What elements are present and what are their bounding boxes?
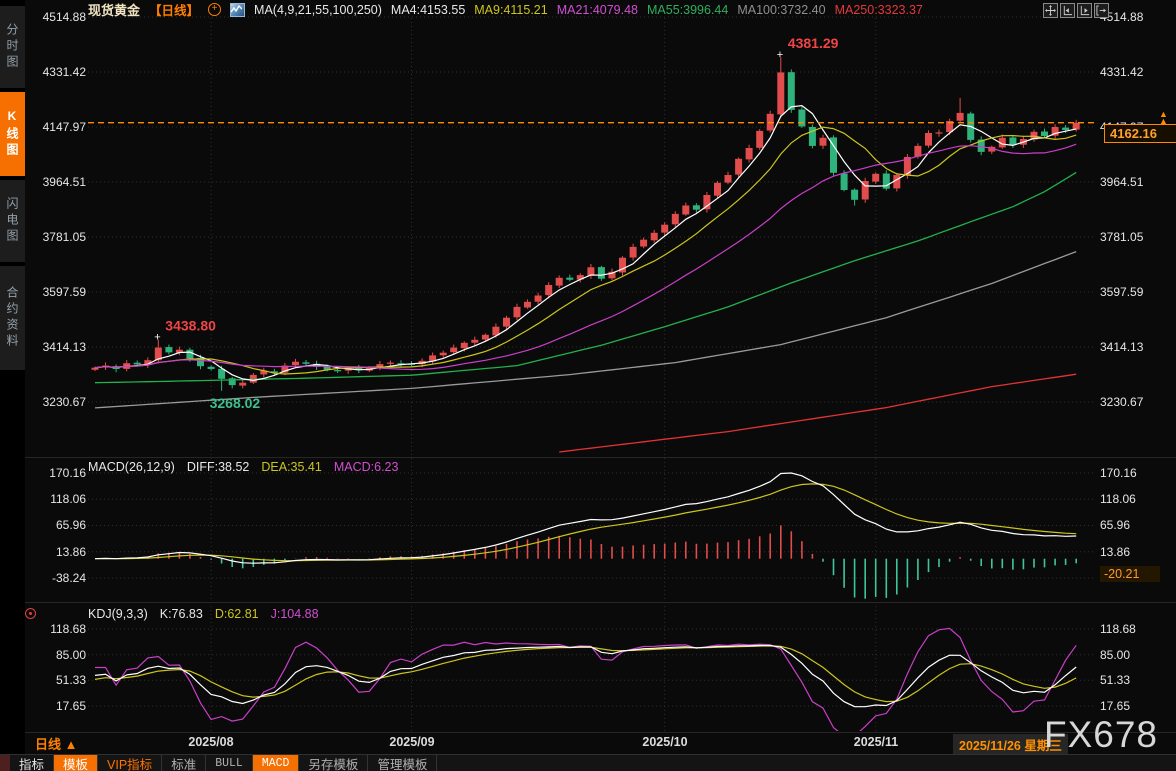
toolbar-item-macd[interactable]: MACD [252,755,300,771]
axis-tick-label: 3230.67 [1100,395,1144,409]
axis-tick-label: 17.65 [1100,699,1131,713]
kdj-d-value: D:62.81 [214,607,259,621]
macd-panel-header: MACD(26,12,9) DIFF:38.52 DEA:35.41 MACD:… [88,460,398,474]
toolbar-corner-accent [0,755,10,771]
period-tag[interactable]: 【日线】 [149,4,200,18]
symbol-title: 现货黄金 [88,3,141,18]
ma21-value: MA21:4079.48 [556,2,639,17]
pan-icon[interactable] [1043,3,1058,18]
svg-text:3268.02: 3268.02 [210,395,261,411]
sidebar-tab-timeline[interactable]: 分时图 [0,6,25,88]
axis-tick-label: 4514.88 [42,10,86,24]
kdj-settings-icon[interactable] [25,608,36,619]
axis-tick-label: 4514.88 [1100,10,1144,24]
ma55-value: MA55:3996.44 [647,2,729,17]
macd-dea-value: DEA:35.41 [261,460,322,474]
svg-text:+: + [777,49,783,61]
svg-text:3438.80: 3438.80 [165,318,216,334]
axis-tick-label: 3597.59 [42,285,86,299]
sidebar: 分时图 K线图 闪电图 合约资料 [0,0,25,771]
axis-tick-label: 3230.67 [42,395,86,409]
period-selector[interactable]: 日线 ▲ [35,737,78,752]
ma4-value: MA4:4153.55 [390,2,466,17]
chart-header: 现货黄金 【日线】 + MA(4,9,21,55,100,250) MA4:41… [88,2,923,18]
axis-tick-label: 170.16 [49,466,86,480]
svg-text:4381.29: 4381.29 [788,35,839,51]
axis-tick-label: 65.96 [55,518,86,532]
axis-tick-label: 118.06 [1100,492,1136,506]
kdj-j-value: J:104.88 [270,607,319,621]
svg-text:+: + [154,332,160,344]
axis-tick-label: 4331.42 [1100,65,1144,79]
toolbar-item-bull[interactable]: BULL [206,755,253,771]
axis-tick-label: 3414.13 [42,340,86,354]
axis-tick-label: 13.86 [55,545,86,559]
axis-tick-label: 4331.42 [42,65,86,79]
price-up-arrow-icon: ▲ ▲ [1159,109,1168,126]
chart-tools-strip [1043,3,1109,18]
axis-tick-label: 118.68 [50,622,86,636]
axis-tick-label: 3964.51 [42,175,86,189]
toolbar-item-管理模板[interactable]: 管理模板 [368,755,438,771]
toolbar-item-标准[interactable]: 标准 [162,755,207,771]
month-label: 2025/11 [853,735,899,749]
macd-params[interactable]: MACD(26,12,9) [88,460,175,474]
kdj-params[interactable]: KDJ(9,3,3) [88,607,148,621]
axis-tick-label: 3964.51 [1100,175,1144,189]
ma250-value: MA250:3323.37 [834,2,923,17]
macd-value-marker: -20.21 [1100,566,1160,582]
axis-tick-label: 4147.97 [42,120,86,134]
bottom-toolbar: 指标 模板 VIP指标 标准 BULL MACD 另存模板 管理模板 [0,754,1176,771]
axis-tick-label: 3781.05 [42,230,86,244]
panel-separator [25,732,1176,733]
month-label: 2025/09 [389,735,435,749]
axis-tick-label: 118.06 [50,492,86,506]
crosshair-date-marker: 2025/11/26 星期三 [953,734,1068,755]
axis-tick-label: 51.33 [55,673,86,687]
kdj-panel-header: KDJ(9,3,3) K:76.83 D:62.81 J:104.88 [88,607,319,621]
axis-tick-label: 85.00 [55,648,86,662]
ma-group-label: MA(4,9,21,55,100,250) [254,2,382,17]
month-label: 2025/10 [642,735,688,749]
macd-diff-value: DIFF:38.52 [186,460,250,474]
scale-left-icon[interactable] [1060,3,1075,18]
axis-tick-label: 85.00 [1100,648,1131,662]
toolbar-item-模板[interactable]: 模板 [54,755,99,771]
month-label: 2025/08 [188,735,234,749]
axis-tick-label: 118.68 [1100,622,1136,636]
add-indicator-icon[interactable]: + [208,3,222,16]
panel-separator [25,602,1176,603]
sidebar-tab-contract[interactable]: 合约资料 [0,266,25,370]
date-axis-row: 日线 ▲ 2025/08 2025/09 2025/10 2025/11 2025/1… [25,733,1176,755]
brand-watermark: FX678 [1044,714,1159,755]
axis-tick-label: 65.96 [1100,518,1131,532]
axis-tick-label: 3781.05 [1100,230,1144,244]
current-price-marker: 4162.16 [1104,124,1176,143]
chart-style-icon[interactable] [230,2,246,17]
axis-tick-label: 13.86 [1100,545,1131,559]
axis-tick-label: -38.24 [51,571,86,585]
sidebar-tab-kline[interactable]: K线图 [0,92,25,176]
kdj-k-value: K:76.83 [159,607,203,621]
ma9-value: MA9:4115.21 [474,2,548,17]
axis-tick-label: 170.16 [1100,466,1137,480]
ma100-value: MA100:3732.40 [737,2,826,17]
exit-right-icon[interactable] [1094,3,1109,18]
toolbar-item-另存模板[interactable]: 另存模板 [299,755,369,771]
axis-tick-label: 3597.59 [1100,285,1144,299]
axis-tick-label: 3414.13 [1100,340,1144,354]
axis-tick-label: 17.65 [55,699,86,713]
toolbar-item-vip指标[interactable]: VIP指标 [98,755,163,771]
sidebar-tab-flash[interactable]: 闪电图 [0,180,25,262]
axis-tick-label: 51.33 [1100,673,1131,687]
panel-separator [25,457,1176,458]
toolbar-item-指标[interactable]: 指标 [10,755,55,771]
macd-macd-value: MACD:6.23 [333,460,399,474]
scale-right-icon[interactable] [1077,3,1092,18]
